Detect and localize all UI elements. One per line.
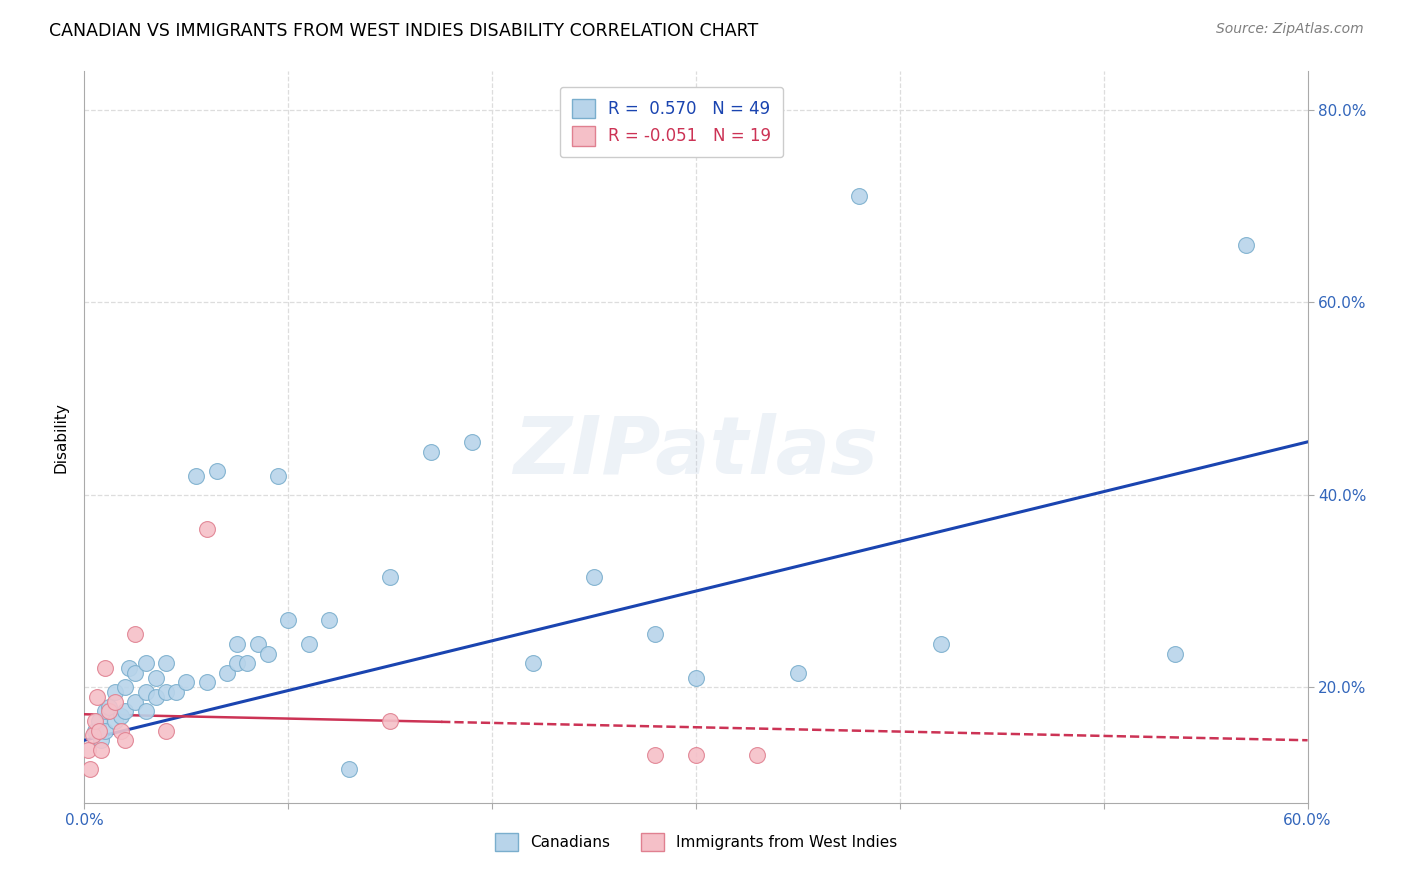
Point: [174, 675, 197, 690]
Point: [267, 468, 290, 483]
Point: [135, 657, 157, 671]
Point: [135, 705, 157, 719]
Point: [155, 657, 177, 671]
Point: [522, 657, 544, 671]
Point: [145, 671, 167, 685]
Text: CANADIAN VS IMMIGRANTS FROM WEST INDIES DISABILITY CORRELATION CHART: CANADIAN VS IMMIGRANTS FROM WEST INDIES …: [49, 22, 758, 40]
Point: [93, 705, 115, 719]
Point: [145, 690, 167, 704]
Point: [644, 747, 666, 762]
Point: [747, 747, 769, 762]
Point: [90, 733, 112, 747]
Point: [87, 723, 110, 738]
Point: [226, 657, 249, 671]
Point: [93, 723, 115, 738]
Point: [77, 743, 100, 757]
Point: [195, 675, 218, 690]
Point: [114, 681, 136, 695]
Point: [236, 657, 259, 671]
Point: [118, 661, 141, 675]
Point: [1236, 237, 1258, 252]
Point: [246, 637, 269, 651]
Point: [104, 685, 127, 699]
Point: [93, 661, 115, 675]
Point: [685, 747, 707, 762]
Point: [86, 690, 108, 704]
Point: [929, 637, 952, 651]
Point: [380, 714, 402, 728]
Point: [165, 685, 187, 699]
Point: [848, 189, 870, 203]
Point: [685, 671, 707, 685]
Point: [104, 695, 127, 709]
Point: [114, 733, 136, 747]
Point: [104, 714, 127, 728]
Y-axis label: Disability: Disability: [53, 401, 69, 473]
Point: [1164, 647, 1187, 661]
Text: ZIPatlas: ZIPatlas: [513, 413, 879, 491]
Point: [461, 434, 484, 449]
Point: [79, 762, 101, 776]
Point: [277, 613, 299, 627]
Point: [110, 723, 132, 738]
Point: [318, 613, 340, 627]
Point: [87, 714, 110, 728]
Point: [124, 627, 146, 641]
Point: [787, 665, 810, 680]
Point: [135, 685, 157, 699]
Point: [644, 627, 666, 641]
Point: [124, 695, 146, 709]
Point: [380, 569, 402, 583]
Point: [205, 464, 228, 478]
Text: Source: ZipAtlas.com: Source: ZipAtlas.com: [1216, 22, 1364, 37]
Point: [83, 714, 105, 728]
Point: [226, 637, 249, 651]
Point: [114, 705, 136, 719]
Point: [82, 728, 104, 742]
Point: [124, 665, 146, 680]
Point: [298, 637, 321, 651]
Point: [195, 521, 218, 535]
Point: [83, 723, 105, 738]
Point: [97, 699, 120, 714]
Point: [217, 665, 239, 680]
Point: [186, 468, 208, 483]
Point: [97, 705, 120, 719]
Legend: Canadians, Immigrants from West Indies: Canadians, Immigrants from West Indies: [489, 827, 903, 857]
Point: [155, 723, 177, 738]
Point: [583, 569, 606, 583]
Point: [420, 444, 443, 458]
Point: [339, 762, 361, 776]
Point: [155, 685, 177, 699]
Point: [110, 709, 132, 723]
Point: [257, 647, 280, 661]
Point: [90, 743, 112, 757]
